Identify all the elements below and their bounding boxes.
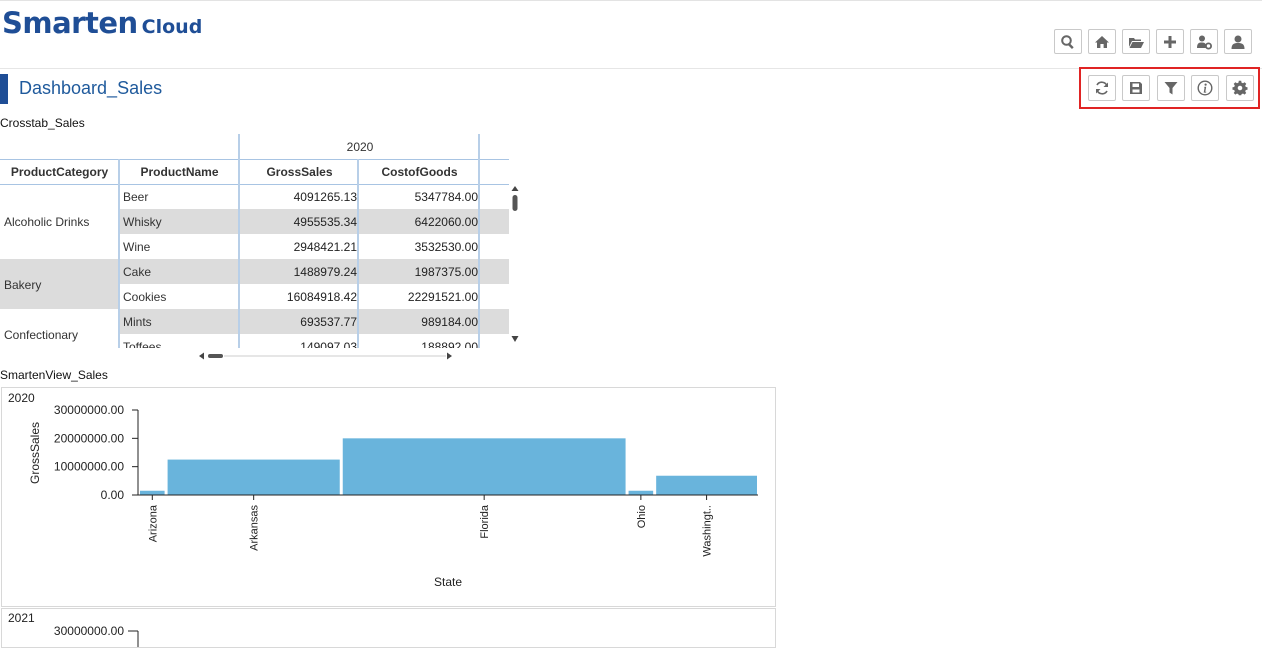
category-cell: Alcoholic Drinks <box>4 215 90 229</box>
gross-sales-cell: 16084918.42 <box>286 289 357 304</box>
column-header-productname[interactable]: ProductName <box>119 159 240 185</box>
refresh-button[interactable] <box>1088 75 1116 101</box>
bar-arkansas[interactable] <box>167 459 340 495</box>
crosstab-table: 2020 ProductCategory ProductName GrossSa… <box>0 134 509 348</box>
refresh-icon <box>1096 81 1108 95</box>
y-tick-label: 10000000.00 <box>54 460 124 474</box>
plus-icon <box>1164 35 1176 48</box>
settings-button[interactable] <box>1226 75 1254 101</box>
category-cell: Confectionary <box>4 327 79 342</box>
product-name-cell: Mints <box>123 314 152 329</box>
info-icon <box>1197 80 1213 96</box>
logo: Smarten Cloud <box>2 6 202 40</box>
x-axis-label: State <box>434 575 462 589</box>
gross-sales-cell: 1488979.24 <box>293 264 357 279</box>
cost-of-goods-cell: 1987375.00 <box>414 264 478 279</box>
open-folder-button[interactable] <box>1122 29 1150 54</box>
gross-sales-cell: 4091265.13 <box>293 190 357 204</box>
user-settings-button[interactable] <box>1190 29 1218 54</box>
gross-sales-cell: 693537.77 <box>300 314 357 329</box>
product-name-cell: Beer <box>123 190 149 204</box>
save-icon <box>1130 82 1142 94</box>
action-toolbar-highlight <box>1079 67 1260 109</box>
y-tick-label: 20000000.00 <box>54 431 124 445</box>
crosstab-vertical-scrollbar[interactable] <box>511 185 519 343</box>
bar-arizona[interactable] <box>140 490 165 495</box>
chart-panel-2020: 2020 0.00 10000000.00 20000000.00 30000000.… <box>1 387 776 607</box>
bar-chart-2021: 2021 30000000.00 <box>8 611 139 647</box>
filter-button[interactable] <box>1157 75 1185 101</box>
crosstab-horizontal-scrollbar[interactable] <box>198 348 456 360</box>
gross-sales-cell: 4955535.34 <box>293 214 357 229</box>
bar-washingt[interactable] <box>656 475 757 495</box>
user-profile-button[interactable] <box>1224 29 1252 54</box>
product-name-cell: Wine <box>123 239 151 254</box>
cost-of-goods-cell: 5347784.00 <box>414 190 478 204</box>
cost-of-goods-cell: 989184.00 <box>421 314 478 329</box>
title-accent-bar <box>0 74 8 104</box>
gross-sales-cell: 2948421.21 <box>293 239 357 254</box>
gear-icon <box>1232 80 1248 96</box>
chart-panel-2021: 2021 30000000.00 <box>1 608 776 648</box>
column-header-productcategory[interactable]: ProductCategory <box>0 159 119 185</box>
cost-of-goods-cell: 188892.00 <box>421 339 478 349</box>
brand-name: Smarten <box>2 6 138 40</box>
x-tick-label: Washingt.. <box>702 505 714 557</box>
cost-of-goods-cell: 6422060.00 <box>414 214 478 229</box>
x-tick-label: Ohio <box>636 505 648 528</box>
x-tick-label: Arkansas <box>249 505 261 551</box>
column-header-grosssales[interactable]: GrossSales <box>240 159 359 185</box>
product-name-cell: Cake <box>123 264 152 279</box>
folder-open-icon <box>1129 37 1144 48</box>
add-button[interactable] <box>1156 29 1184 54</box>
y-tick-label: 30000000.00 <box>54 624 124 638</box>
home-icon <box>1095 35 1109 48</box>
product-name-cell: Toffees <box>123 339 162 349</box>
filter-icon <box>1164 82 1178 95</box>
cost-of-goods-cell: 22291521.00 <box>407 289 478 304</box>
y-axis-label: GrossSales <box>28 422 42 484</box>
smartenview-label: SmartenView_Sales <box>0 368 108 382</box>
user-icon <box>1231 35 1245 49</box>
y-tick-label: 0.00 <box>101 488 125 502</box>
dashboard-title: Dashboard_Sales <box>19 78 163 98</box>
search-button[interactable] <box>1054 29 1082 54</box>
info-button[interactable] <box>1191 75 1219 101</box>
cost-of-goods-cell: 3532530.00 <box>414 239 478 254</box>
category-cell: Bakery <box>4 277 42 292</box>
bar-florida[interactable] <box>342 438 626 495</box>
x-tick-label: Florida <box>479 504 491 539</box>
home-button[interactable] <box>1088 29 1116 54</box>
brand-sub: Cloud <box>141 16 203 38</box>
product-name-cell: Whisky <box>123 214 162 229</box>
column-header-costofgoods[interactable]: CostofGoods <box>359 159 480 185</box>
save-button[interactable] <box>1122 75 1150 101</box>
x-tick-label: Arizona <box>147 504 159 542</box>
search-icon <box>1061 34 1074 49</box>
chart-title: 2021 <box>8 611 35 625</box>
year-header: 2020 <box>346 139 374 154</box>
user-settings-icon <box>1197 35 1212 49</box>
chart-title: 2020 <box>8 391 35 405</box>
y-tick-label: 30000000.00 <box>54 403 124 417</box>
gross-sales-cell: 149097.03 <box>300 339 357 349</box>
product-name-cell: Cookies <box>123 289 167 304</box>
crosstab-label: Crosstab_Sales <box>0 116 85 130</box>
bar-chart-2020: 2020 0.00 10000000.00 20000000.00 30000000.… <box>8 391 758 589</box>
bar-ohio[interactable] <box>628 490 654 495</box>
